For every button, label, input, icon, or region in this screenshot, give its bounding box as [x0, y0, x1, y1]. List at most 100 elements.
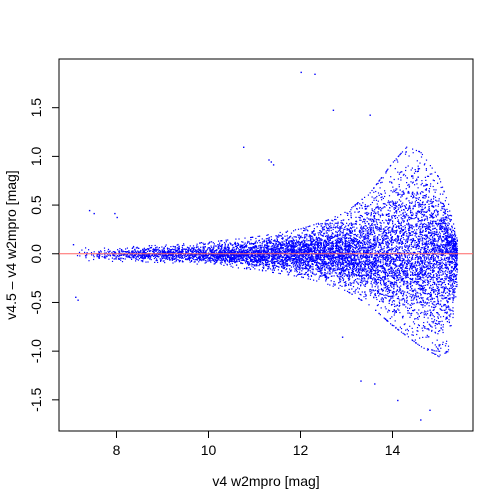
data-point — [347, 260, 349, 262]
data-point — [430, 273, 432, 275]
data-point — [203, 257, 205, 259]
data-point — [396, 238, 398, 240]
data-point — [323, 255, 325, 257]
data-point — [226, 263, 228, 265]
data-point — [427, 232, 430, 234]
data-point — [414, 217, 416, 219]
data-point — [373, 216, 376, 218]
data-point — [434, 276, 436, 278]
data-point — [346, 267, 348, 269]
data-point — [380, 249, 382, 251]
data-point — [224, 259, 226, 261]
data-point — [443, 219, 445, 221]
data-point — [240, 248, 242, 250]
data-point — [363, 236, 365, 238]
data-point — [456, 250, 458, 252]
data-point — [380, 284, 382, 286]
data-point — [387, 280, 389, 282]
data-point — [334, 270, 336, 272]
data-point — [432, 233, 434, 235]
data-point — [112, 254, 114, 256]
data-point — [417, 317, 419, 319]
data-point — [173, 246, 175, 248]
data-point — [425, 314, 427, 316]
data-point — [429, 296, 431, 298]
data-point — [309, 249, 311, 251]
data-point — [396, 159, 398, 161]
data-point — [216, 256, 218, 258]
data-point — [355, 261, 357, 263]
plot-frame — [58, 58, 474, 432]
data-point — [449, 325, 451, 327]
data-point — [192, 245, 195, 247]
data-point — [395, 311, 397, 313]
data-point — [428, 224, 430, 226]
data-point — [444, 309, 446, 312]
data-point — [329, 222, 331, 224]
data-point — [260, 248, 262, 250]
data-point — [199, 248, 201, 251]
data-point — [429, 214, 431, 216]
data-point — [247, 240, 249, 242]
data-point — [373, 191, 375, 193]
data-point — [357, 241, 359, 243]
data-point — [316, 250, 318, 252]
data-point — [314, 246, 316, 248]
data-point — [272, 271, 274, 274]
data-point — [385, 287, 387, 289]
data-point — [415, 292, 417, 294]
data-point — [163, 247, 165, 249]
data-point — [442, 286, 444, 288]
data-point — [388, 287, 390, 289]
data-point — [363, 241, 365, 243]
data-point — [442, 214, 444, 216]
data-point — [400, 228, 403, 230]
data-point — [410, 274, 412, 276]
data-point — [429, 224, 431, 226]
data-point — [441, 236, 444, 238]
data-point — [368, 243, 370, 245]
data-point — [436, 243, 438, 245]
data-point — [371, 196, 373, 198]
data-point — [361, 299, 363, 301]
data-point — [192, 253, 194, 255]
data-point — [330, 229, 332, 232]
data-point — [446, 350, 448, 353]
data-point — [274, 240, 276, 242]
data-point — [362, 202, 364, 204]
data-point — [363, 260, 365, 262]
data-point — [428, 206, 430, 208]
data-point — [370, 292, 372, 294]
data-point — [283, 263, 285, 265]
data-point — [375, 296, 377, 299]
data-point — [306, 258, 308, 260]
data-point — [408, 186, 410, 188]
data-point — [350, 228, 353, 230]
data-point — [270, 252, 272, 254]
data-point — [427, 246, 429, 248]
data-point — [369, 252, 372, 254]
data-point — [322, 264, 324, 266]
data-point — [350, 257, 352, 259]
data-point — [329, 248, 331, 250]
data-point — [244, 246, 246, 248]
data-point — [408, 245, 411, 248]
data-point — [158, 247, 160, 249]
data-point — [360, 267, 362, 269]
data-point — [400, 267, 402, 269]
data-point — [437, 300, 439, 302]
data-point — [172, 245, 174, 247]
data-point — [362, 247, 364, 249]
data-point — [304, 268, 306, 270]
data-point — [400, 285, 402, 287]
data-point — [453, 269, 455, 271]
data-point — [300, 248, 302, 251]
data-point — [442, 254, 444, 256]
data-point — [385, 288, 388, 290]
data-point — [139, 251, 141, 253]
data-point — [372, 240, 375, 242]
data-point — [348, 233, 350, 235]
data-point — [407, 222, 409, 224]
data-point — [340, 271, 342, 273]
data-point — [408, 225, 410, 227]
